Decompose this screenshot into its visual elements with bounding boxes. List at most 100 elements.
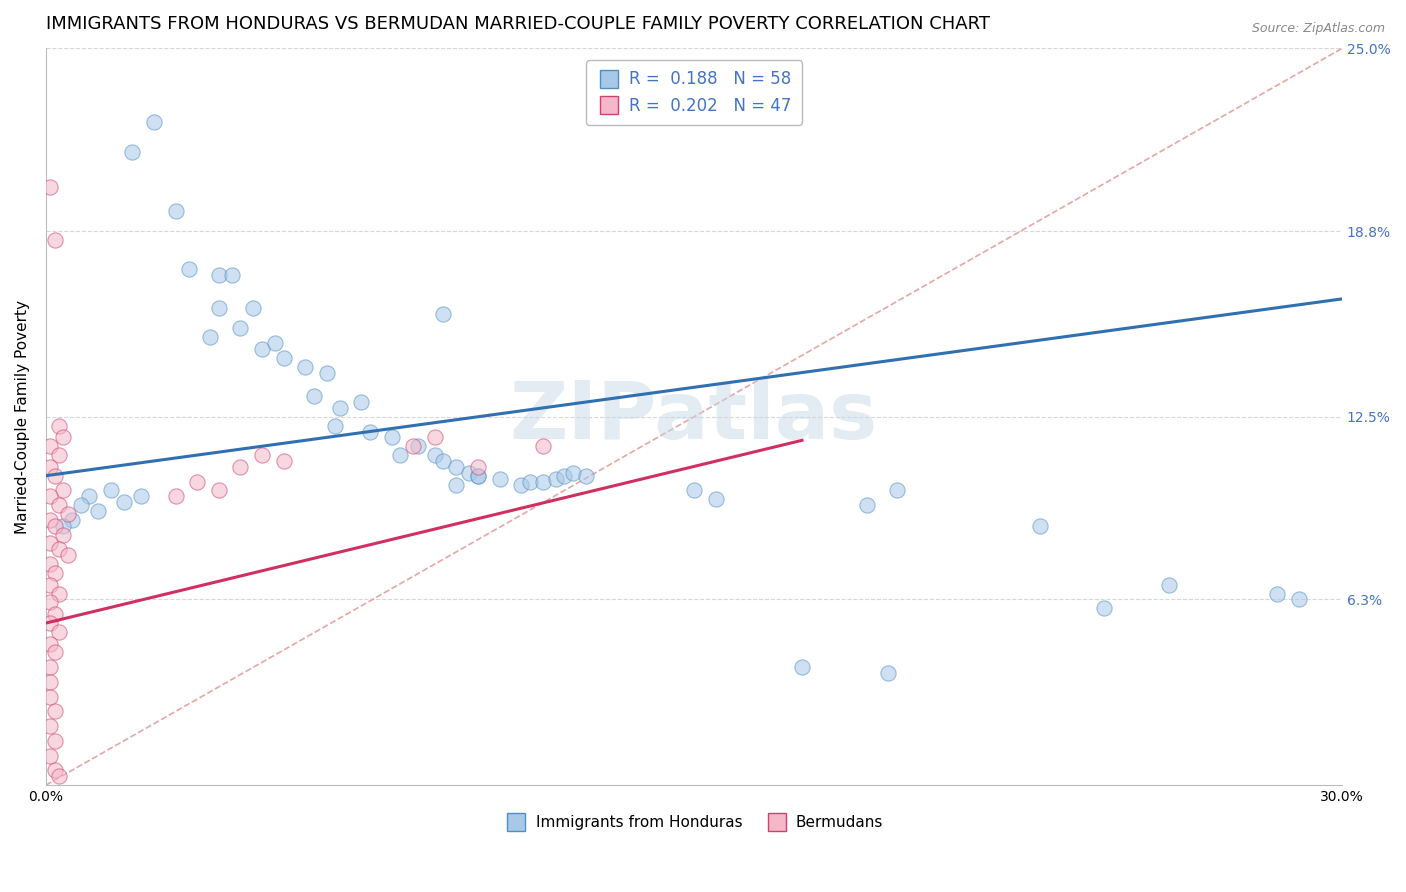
Point <box>467 459 489 474</box>
Point <box>402 439 425 453</box>
Point <box>77 489 100 503</box>
Point <box>39 578 62 592</box>
Point <box>44 764 66 778</box>
Point <box>886 483 908 498</box>
Point <box>48 498 70 512</box>
Point <box>562 466 585 480</box>
Point <box>242 301 264 315</box>
Point <box>52 527 75 541</box>
Point <box>350 395 373 409</box>
Point <box>855 498 877 512</box>
Point <box>446 477 468 491</box>
Point <box>432 454 454 468</box>
Point <box>52 430 75 444</box>
Point <box>39 660 62 674</box>
Point <box>44 705 66 719</box>
Point <box>39 748 62 763</box>
Point <box>359 425 381 439</box>
Point <box>165 489 187 503</box>
Point <box>221 268 243 283</box>
Point <box>432 307 454 321</box>
Point <box>44 233 66 247</box>
Point <box>315 366 337 380</box>
Point <box>39 439 62 453</box>
Point <box>177 262 200 277</box>
Point <box>39 690 62 704</box>
Point <box>165 203 187 218</box>
Point <box>39 513 62 527</box>
Point <box>39 557 62 571</box>
Point <box>1028 518 1050 533</box>
Point <box>48 624 70 639</box>
Point <box>208 301 231 315</box>
Point <box>143 115 166 129</box>
Point <box>381 430 404 444</box>
Point <box>56 507 79 521</box>
Point <box>389 448 412 462</box>
Point <box>39 459 62 474</box>
Point <box>1288 592 1310 607</box>
Point <box>302 389 325 403</box>
Point <box>446 459 468 474</box>
Point <box>575 468 598 483</box>
Point <box>129 489 152 503</box>
Point <box>44 607 66 622</box>
Point <box>44 566 66 580</box>
Point <box>458 466 481 480</box>
Point <box>121 145 143 159</box>
Point <box>488 472 510 486</box>
Point <box>208 483 231 498</box>
Point <box>273 454 295 468</box>
Point <box>531 439 554 453</box>
Point <box>39 595 62 609</box>
Point <box>264 336 287 351</box>
Point <box>467 468 489 483</box>
Point <box>44 645 66 659</box>
Point <box>56 548 79 562</box>
Point <box>1092 601 1115 615</box>
Point <box>48 418 70 433</box>
Point <box>467 468 489 483</box>
Point <box>100 483 122 498</box>
Point <box>790 660 813 674</box>
Point <box>531 475 554 489</box>
Point <box>39 719 62 733</box>
Point <box>294 359 316 374</box>
Point <box>325 418 347 433</box>
Point <box>1159 578 1181 592</box>
Point <box>519 475 541 489</box>
Point <box>112 495 135 509</box>
Point <box>60 513 83 527</box>
Point <box>44 468 66 483</box>
Point <box>39 536 62 550</box>
Point <box>208 268 231 283</box>
Point <box>423 448 446 462</box>
Point <box>406 439 429 453</box>
Point <box>48 542 70 557</box>
Point <box>229 459 252 474</box>
Point <box>329 401 352 415</box>
Point <box>48 769 70 783</box>
Point <box>39 489 62 503</box>
Point <box>553 468 575 483</box>
Point <box>186 475 208 489</box>
Y-axis label: Married-Couple Family Poverty: Married-Couple Family Poverty <box>15 300 30 533</box>
Point <box>44 518 66 533</box>
Point <box>52 518 75 533</box>
Point <box>87 504 110 518</box>
Point <box>250 448 273 462</box>
Point <box>544 472 567 486</box>
Point <box>423 430 446 444</box>
Point <box>510 477 533 491</box>
Point <box>69 498 91 512</box>
Point <box>250 342 273 356</box>
Point <box>39 675 62 690</box>
Point <box>48 586 70 600</box>
Point <box>39 637 62 651</box>
Point <box>39 615 62 630</box>
Point <box>48 448 70 462</box>
Point <box>1265 586 1288 600</box>
Point <box>198 330 221 344</box>
Point <box>877 666 900 681</box>
Point <box>39 180 62 194</box>
